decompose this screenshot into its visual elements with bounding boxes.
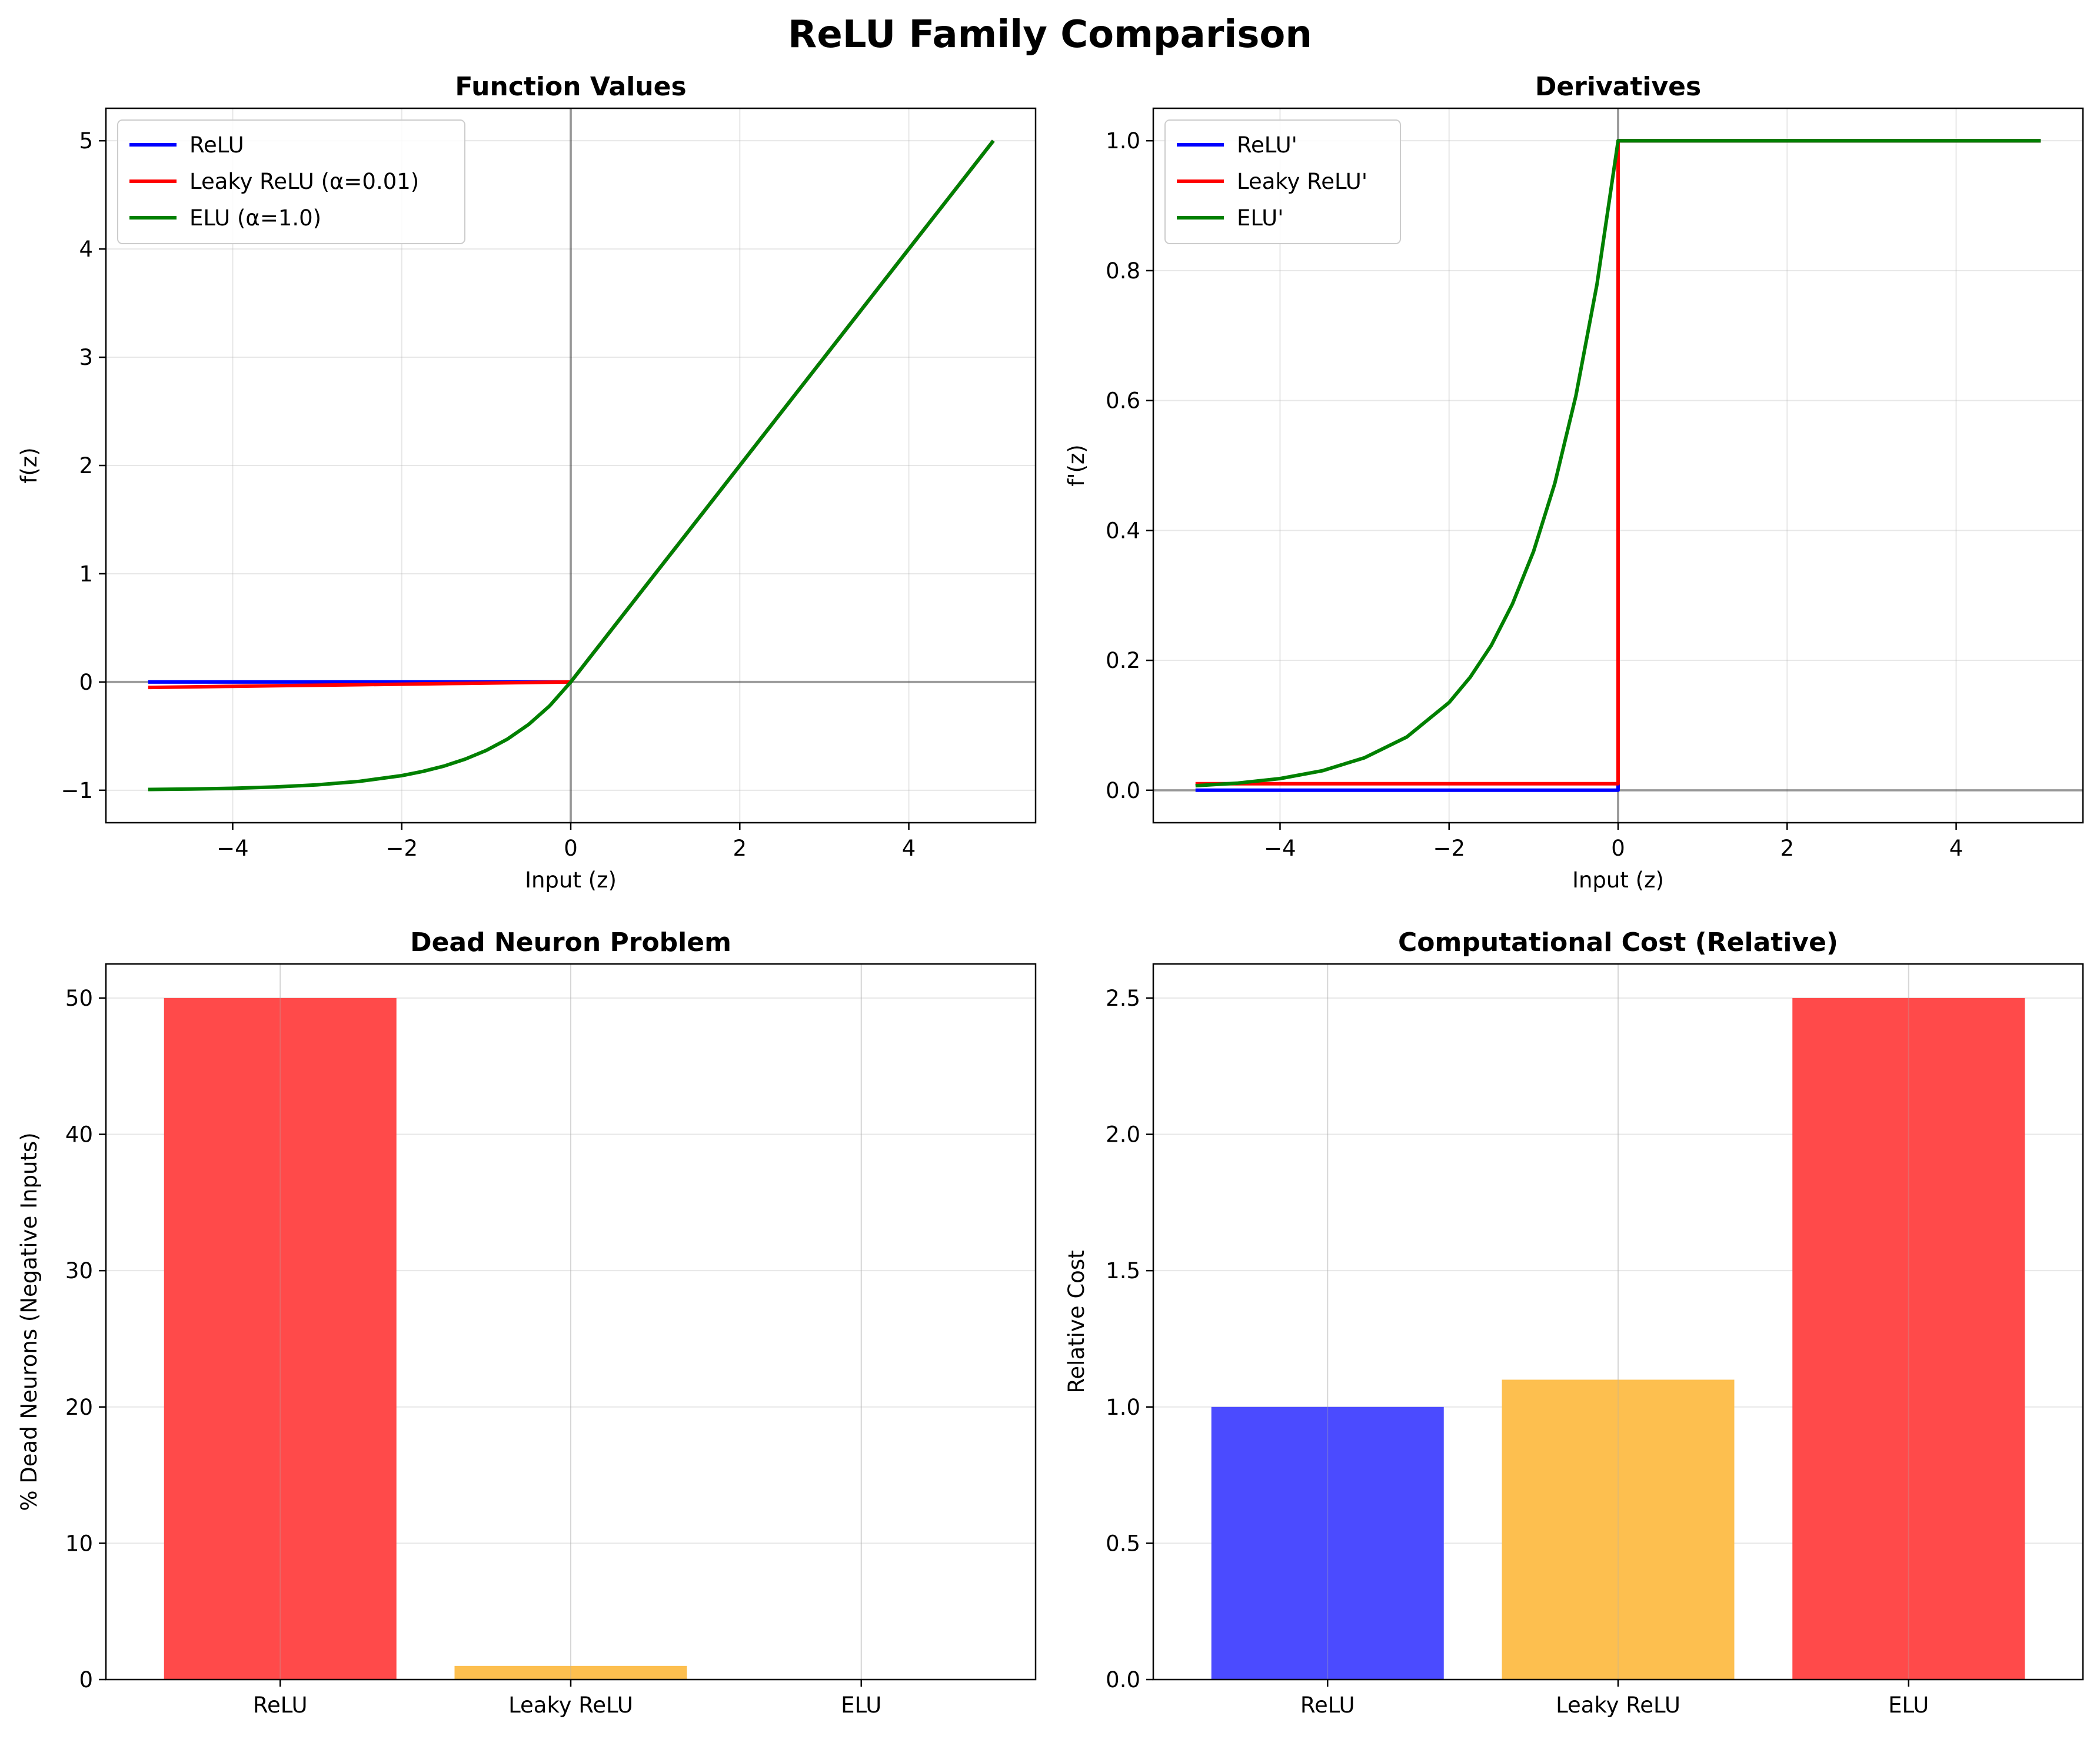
- y-tick-label: 4: [79, 237, 93, 262]
- panel-title: Dead Neuron Problem: [410, 927, 731, 957]
- panel-title: Function Values: [455, 72, 686, 102]
- x-tick-label: ReLU: [253, 1693, 308, 1718]
- x-tick-label: ReLU: [1300, 1693, 1355, 1718]
- y-tick-label: 2.5: [1106, 986, 1140, 1011]
- bar-leaky-relu: [454, 1665, 687, 1680]
- legend-label: ReLU: [189, 132, 244, 158]
- y-tick-label: 1.5: [1106, 1258, 1140, 1284]
- y-tick-label: 0.0: [1106, 778, 1140, 803]
- x-axis-label: Input (z): [1572, 867, 1664, 893]
- y-tick-label: 2.0: [1106, 1122, 1140, 1148]
- y-tick-label: 2: [79, 453, 93, 478]
- bar-relu: [164, 997, 397, 1680]
- x-tick-label: Leaky ReLU: [508, 1693, 633, 1718]
- legend-box: [1164, 119, 1401, 244]
- x-tick-label: ELU: [1888, 1693, 1929, 1718]
- series-line-3: [1195, 139, 2041, 788]
- x-tick-label: −4: [217, 836, 249, 861]
- series-line-3: [148, 139, 995, 792]
- panel-3: ReLU Leaky ReLU ELU 0 10 20 30 40 50 Dead Neuron …: [16, 927, 1037, 1718]
- bar-leaky-relu: [1502, 1379, 1735, 1680]
- y-tick-label: 0: [79, 1667, 93, 1693]
- y-tick-label: 5: [79, 128, 93, 154]
- panel-title: Derivatives: [1535, 72, 1701, 102]
- y-tick-label: 1.0: [1106, 128, 1140, 154]
- x-tick-label: −4: [1264, 836, 1296, 861]
- x-tick-label: −2: [385, 836, 418, 861]
- y-tick-label: 1: [79, 561, 93, 587]
- x-tick-label: 4: [1949, 836, 1963, 861]
- panel-title: Computational Cost (Relative): [1398, 927, 1838, 957]
- y-tick-label: 1.0: [1106, 1395, 1140, 1420]
- y-tick-label: 0.8: [1106, 258, 1140, 284]
- x-tick-label: 2: [733, 836, 747, 861]
- legend-box: [117, 119, 465, 244]
- x-tick-label: 4: [902, 836, 916, 861]
- legend-label: ReLU': [1237, 132, 1297, 158]
- y-tick-label: −1: [61, 778, 93, 803]
- figure-title: ReLU Family Comparison: [788, 13, 1312, 56]
- panel-4: ReLU Leaky ReLU ELU 0.0 0.5 1.0 1.5 2.0 2.5 Compu…: [1064, 927, 2084, 1718]
- legend-label: Leaky ReLU': [1237, 169, 1367, 194]
- y-tick-label: 40: [65, 1122, 93, 1148]
- y-tick-label: 10: [65, 1531, 93, 1556]
- y-tick-label: 0.0: [1106, 1667, 1140, 1693]
- x-tick-label: Leaky ReLU: [1556, 1693, 1680, 1718]
- bar-elu: [1792, 997, 2025, 1680]
- panel-1: −4 −2 0 2 4 −1 0 1 2 3 4 5 Function Values Input (z) f…: [16, 72, 1037, 893]
- y-axis-label: % Dead Neurons (Negative Inputs): [16, 1132, 42, 1511]
- y-axis-label: f(z): [16, 447, 42, 483]
- y-tick-label: 0.4: [1106, 518, 1140, 543]
- y-tick-label: 0.5: [1106, 1531, 1140, 1556]
- x-tick-label: 2: [1780, 836, 1794, 861]
- x-tick-label: 0: [1611, 836, 1625, 861]
- y-axis-label: f'(z): [1064, 444, 1089, 487]
- y-tick-label: 30: [65, 1258, 93, 1284]
- legend-label: Leaky ReLU (α=0.01): [189, 169, 419, 194]
- panel-2: −4 −2 0 2 4 0.0 0.2 0.4 0.6 0.8 1.0 Derivatives Inpu…: [1064, 72, 2084, 893]
- y-tick-label: 20: [65, 1395, 93, 1420]
- y-tick-label: 0.6: [1106, 388, 1140, 414]
- legend-label: ELU': [1237, 205, 1283, 231]
- x-axis-label: Input (z): [525, 867, 617, 893]
- y-tick-label: 3: [79, 345, 93, 370]
- y-axis-label: Relative Cost: [1064, 1250, 1089, 1393]
- y-tick-label: 0.2: [1106, 648, 1140, 673]
- legend-label: ELU (α=1.0): [189, 205, 321, 231]
- x-tick-label: ELU: [841, 1693, 881, 1718]
- y-tick-label: 0: [79, 670, 93, 695]
- x-tick-label: −2: [1433, 836, 1465, 861]
- x-tick-label: 0: [564, 836, 578, 861]
- bar-relu: [1211, 1407, 1444, 1680]
- y-tick-label: 50: [65, 986, 93, 1011]
